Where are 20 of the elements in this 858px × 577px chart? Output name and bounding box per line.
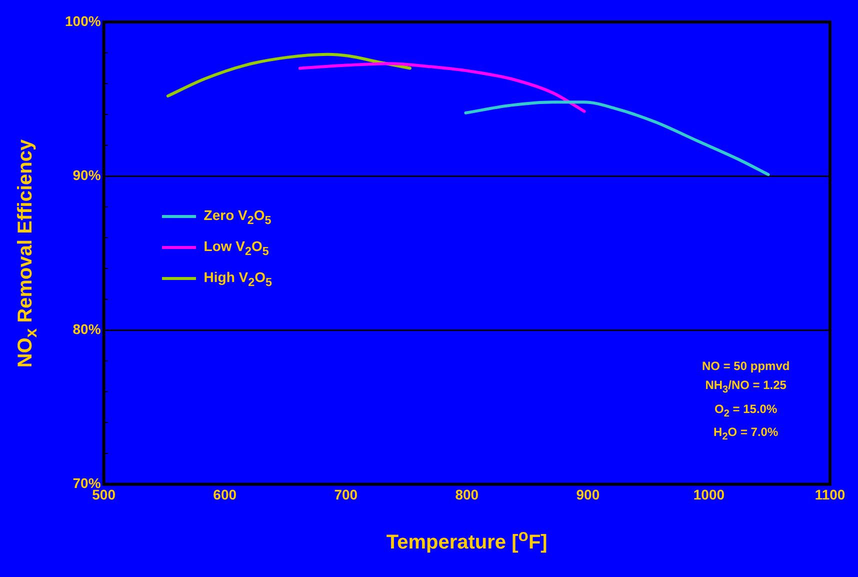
legend-label: Low V$_{2}$O$_{5}$ [204,238,269,258]
x-tick-label: 700 [334,486,358,502]
x-tick-label: 1100 [814,486,846,502]
line-series [464,100,770,176]
y-tick-label: 80% [72,320,102,337]
annotation: O$_{2}$ = 15.0% [714,400,778,421]
legend-label: Zero V$_{2}$O$_{5}$ [204,207,272,227]
x-tick-label: 900 [576,486,600,502]
line-series [298,62,586,113]
annotation: NO = 50 ppmvd [702,358,790,376]
x-tick-label: 800 [455,486,479,502]
y-tick-label: 100% [64,12,102,29]
legend-label: High V$_{2}$O$_{5}$ [204,268,272,288]
x-axis-title: Temperature [$^{o}$F] [386,526,548,555]
line-series [166,52,412,98]
x-tick-label: 600 [213,486,237,502]
x-tick-label: 1000 [693,486,725,502]
y-tick-label: 90% [72,166,102,183]
annotation: NH$_{3}$/NO = 1.25 [704,377,788,398]
annotation: H$_{2}$O = 7.0% [712,424,780,444]
